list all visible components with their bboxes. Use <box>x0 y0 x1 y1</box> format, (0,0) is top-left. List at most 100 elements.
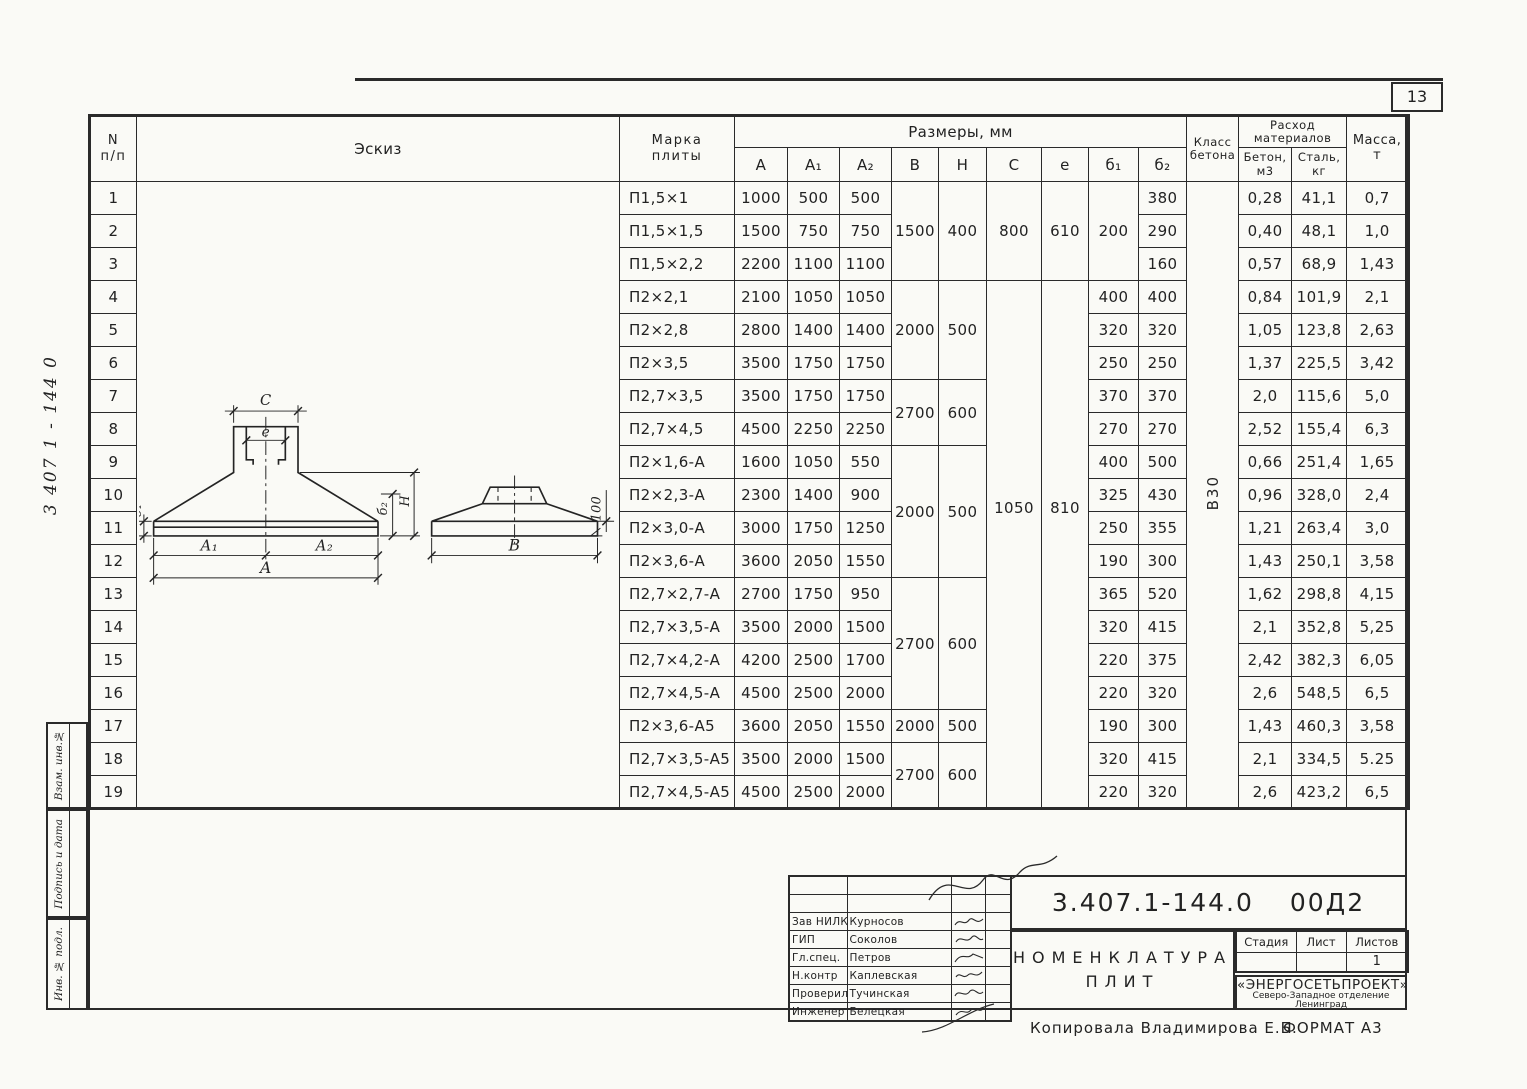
header-materials-line2: материалов <box>1253 131 1332 145</box>
concrete-class-value: В30 <box>1203 474 1222 511</box>
cell-b1: 220 <box>1088 643 1139 677</box>
nomenclature-table: N п/п Эскиз Марка плиты Размеры, мм Клас… <box>88 114 1411 810</box>
cell-mark: П2×2,8 <box>619 313 735 347</box>
cell-a2: 950 <box>839 577 892 611</box>
cell-e: 810 <box>1041 280 1089 809</box>
cell-b1: 200 <box>1088 181 1139 281</box>
sheets-value: 1 <box>1345 951 1409 973</box>
cell-steel: 155,4 <box>1291 412 1348 446</box>
cell-num: 19 <box>89 775 137 809</box>
table-row: 3 П1,5×2,2 2200 1100 1100 160 0,57 68,9 … <box>89 247 1410 281</box>
header-mass-line1: Масса, <box>1352 133 1402 149</box>
signature-role: ГИП <box>788 930 848 949</box>
margin-label-box: Взам. инв.№ <box>48 724 70 807</box>
table-row: 4 П2×2,1 2100 1050 1050 2000 500 1050 81… <box>89 280 1410 809</box>
cell-mark: П1,5×1 <box>619 181 735 215</box>
cell-a: 3600 <box>734 544 788 578</box>
table-row: 13 П2,7×2,7-А 2700 1750 950 2700 600 365… <box>89 577 1410 710</box>
cell-steel: 250,1 <box>1291 544 1348 578</box>
cell-h: 400 <box>938 181 987 281</box>
col-header-steel: Сталь, кг <box>1291 147 1348 182</box>
cell-steel: 41,1 <box>1291 181 1348 215</box>
margin-label-box: Подпись и дата <box>48 811 70 916</box>
cell-a2: 1250 <box>839 511 892 545</box>
cell-a2: 1050 <box>839 280 892 314</box>
document-title-line1: НОМЕНКЛАТУРА <box>1012 948 1233 967</box>
organization-branch: Северо-Западное отделение <box>1252 991 1390 1001</box>
cell-b1: 270 <box>1088 412 1139 446</box>
cell-empty <box>984 912 1012 931</box>
cell-a: 3000 <box>734 511 788 545</box>
cell-b2: 415 <box>1137 610 1188 644</box>
cell-b: 2000 <box>891 709 939 743</box>
table-row: 8 П2,7×4,5 4500 2250 2250 270 270 2,52 1… <box>89 412 1410 446</box>
cell-b2: 270 <box>1137 412 1188 446</box>
signature-scribble-cell <box>950 1002 986 1022</box>
cell-num: 7 <box>89 379 137 413</box>
side-code-text: 3 407 1 - 144 0 <box>41 355 61 516</box>
header-concrete-line2: м3 <box>1256 163 1274 178</box>
signature-name: Тучинская <box>846 984 952 1003</box>
cell-steel: 548,5 <box>1291 676 1348 710</box>
cell-empty <box>984 1002 1012 1022</box>
signature-row: Зав НИЛКЭ Курносов <box>788 912 1012 931</box>
cell-b1: 250 <box>1088 511 1139 545</box>
cell-num: 18 <box>89 742 137 776</box>
cell-a2: 1550 <box>839 544 892 578</box>
col-header-mass: Масса, т <box>1346 115 1410 182</box>
cell-num: 10 <box>89 478 137 512</box>
cell-mass: 2,1 <box>1346 280 1410 314</box>
col-header-h: Н <box>938 147 987 182</box>
table-row: 10 П2×2,3-А 2300 1400 900 325 430 0,96 3… <box>89 478 1410 512</box>
signature-row: Н.контр Каплевская <box>788 966 1012 985</box>
cell-num: 12 <box>89 544 137 578</box>
header-num-top: N <box>107 133 120 149</box>
table-row: 5 П2×2,8 2800 1400 1400 320 320 1,05 123… <box>89 313 1410 347</box>
side-code: 3 407 1 - 144 0 <box>30 348 72 523</box>
organization-cell: «ЭНЕРГОСЕТЬПРОЕКТ» Северо-Западное отдел… <box>1235 975 1407 1010</box>
signature-row: Гл.спец. Петров <box>788 948 1012 967</box>
cell-a: 2100 <box>734 280 788 314</box>
cell-mark: П2×3,0-А <box>619 511 735 545</box>
signature-role: Гл.спец. <box>788 948 848 967</box>
cell-mark: П2×1,6-А <box>619 445 735 479</box>
sketch-label-a: А <box>259 558 272 576</box>
table-row: 15 П2,7×4,2-А 4200 2500 1700 220 375 2,4… <box>89 643 1410 677</box>
cell-steel: 423,2 <box>1291 775 1348 809</box>
cell-steel: 334,5 <box>1291 742 1348 776</box>
cell-b1: 370 <box>1088 379 1139 413</box>
cell-mass: 1,65 <box>1346 445 1410 479</box>
cell-concrete: 2,42 <box>1238 643 1293 677</box>
cell-concrete: 0,96 <box>1238 478 1293 512</box>
header-materials-line1: Расход <box>1270 117 1316 132</box>
signature-scribble-cell <box>950 984 986 1003</box>
organization-city: Ленинград <box>1294 1000 1348 1010</box>
cell-a: 4200 <box>734 643 788 677</box>
col-header-b: В <box>891 147 939 182</box>
cell-concrete: 1,05 <box>1238 313 1293 347</box>
cell-mark: П2,7×4,5-А <box>619 676 735 710</box>
cell-b2: 290 <box>1137 214 1188 248</box>
signature-scribble <box>954 918 983 926</box>
sketch-label-b1: б₁ <box>139 503 144 517</box>
cell-mass: 6,3 <box>1346 412 1410 446</box>
cell-b2: 320 <box>1137 775 1188 809</box>
cell-steel: 251,4 <box>1291 445 1348 479</box>
cell-a2: 1750 <box>839 379 892 413</box>
cell-b1: 400 <box>1088 445 1139 479</box>
signature-scribble-cell <box>950 966 986 985</box>
cell-b: 2700 <box>891 577 939 710</box>
cell-concrete: 2,1 <box>1238 610 1293 644</box>
cell-b1: 400 <box>1088 280 1139 314</box>
cell-b: 2700 <box>891 379 939 446</box>
header-class-line2: бетона <box>1189 148 1236 162</box>
cell-h: 600 <box>938 379 987 446</box>
header-concrete-line1: Бетон, <box>1243 150 1287 165</box>
cell-a1: 2050 <box>787 709 840 743</box>
cell-b2: 520 <box>1137 577 1188 611</box>
cell-e: 610 <box>1041 181 1089 281</box>
cell-h: 600 <box>938 742 987 809</box>
table-row: 19 П2,7×4,5-А5 4500 2500 2000 220 320 2,… <box>89 775 1410 809</box>
cell-concrete: 2,1 <box>1238 742 1293 776</box>
